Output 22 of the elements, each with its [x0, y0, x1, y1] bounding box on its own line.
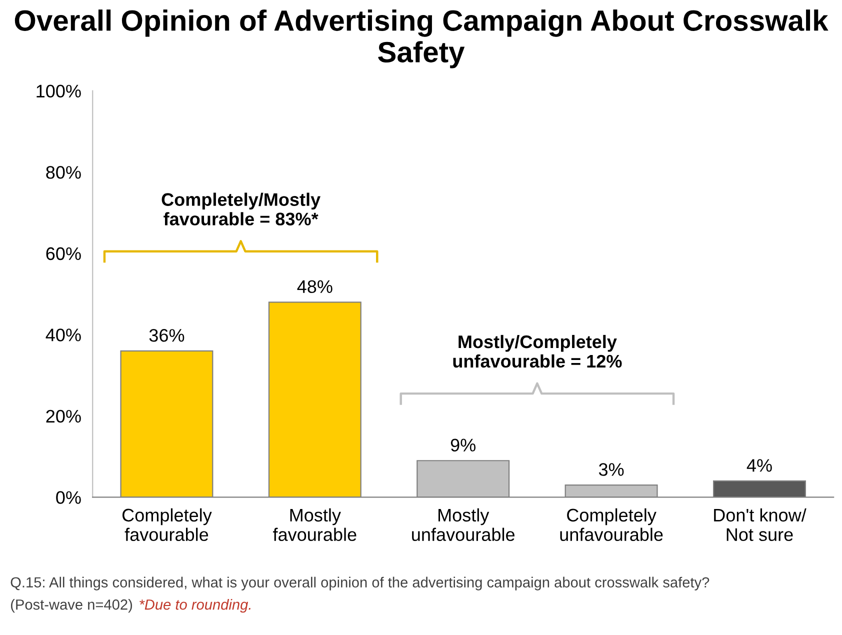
data-label: 48% [297, 280, 332, 294]
y-tick-label: 80% [46, 166, 81, 179]
x-tick-label: Mostly unfavourable [412, 508, 515, 542]
text: *Due to rounding. [140, 599, 250, 613]
y-tick-label: 60% [46, 247, 81, 260]
x-tick-label: Completely unfavourable [560, 508, 663, 542]
data-label: 36% [149, 328, 184, 342]
data-label: 3% [598, 463, 624, 476]
text: (Post-wave n=402) [11, 599, 132, 613]
x-tick-label: Don't know/ Not sure [714, 508, 806, 542]
text: Q.15: All things considered, what is your overall opinion of the advertising campaign about crosswalk safety? [10, 576, 710, 590]
y-tick-label: 100% [36, 84, 81, 98]
x-tick-label: Mostly favourable [273, 508, 356, 542]
y-tick-label: 40% [46, 328, 81, 342]
y-tick-label: 0% [56, 491, 81, 504]
annotation: Mostly/Completely unfavourable = 12% [453, 334, 622, 368]
y-tick-label: 20% [46, 410, 81, 423]
chart-title: Overall Opinion of Advertising Campaign About Crosswalk Safety [14, 10, 828, 68]
x-tick-label: Completely favourable [122, 508, 212, 542]
data-label: 4% [746, 459, 772, 472]
annotation: Completely/Mostly favourable = 83%* [162, 192, 320, 226]
data-label: 9% [450, 438, 476, 452]
